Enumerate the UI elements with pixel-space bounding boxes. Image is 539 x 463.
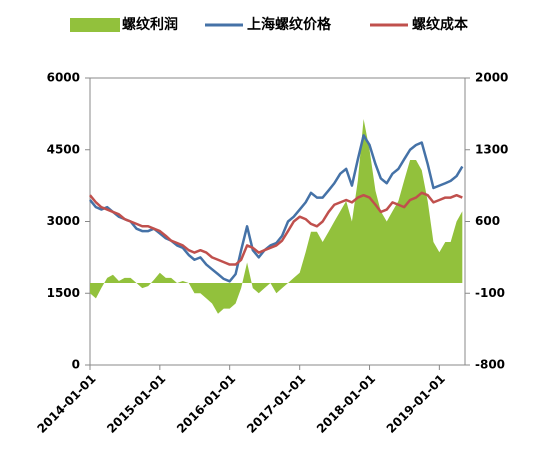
y2-tick-label: 2000 (475, 71, 508, 85)
x-tick-label: 2017-01-01 (244, 372, 308, 436)
price-line (89, 191, 463, 266)
legend: 螺纹利润 上海螺纹价格 螺纹成本 (70, 16, 469, 33)
price-line (89, 134, 464, 283)
legend-swatch (70, 18, 120, 32)
x-tick-label: 2014-01-01 (34, 372, 98, 436)
x-tick-label: 2018-01-01 (314, 372, 378, 436)
x-tick-label: 2015-01-01 (104, 372, 168, 436)
x-tick-label: 2019-01-01 (384, 372, 448, 436)
y-tick-label: 4500 (47, 142, 80, 156)
y2-tick-label: -100 (475, 286, 505, 300)
y2-tick-label: -800 (475, 358, 505, 372)
y-tick-label: 6000 (47, 71, 80, 85)
y-tick-label: 0 (72, 358, 80, 372)
y2-tick-label: 1300 (475, 142, 508, 156)
x-tick-label: 2016-01-01 (174, 372, 238, 436)
profit-area (90, 119, 463, 314)
legend-label: 螺纹利润 (122, 16, 178, 33)
y2-tick-label: 600 (475, 214, 500, 228)
y-tick-label: 1500 (47, 286, 80, 300)
legend-label: 上海螺纹价格 (247, 16, 332, 33)
legend-label: 螺纹成本 (412, 16, 469, 33)
y-tick-label: 3000 (47, 214, 80, 228)
